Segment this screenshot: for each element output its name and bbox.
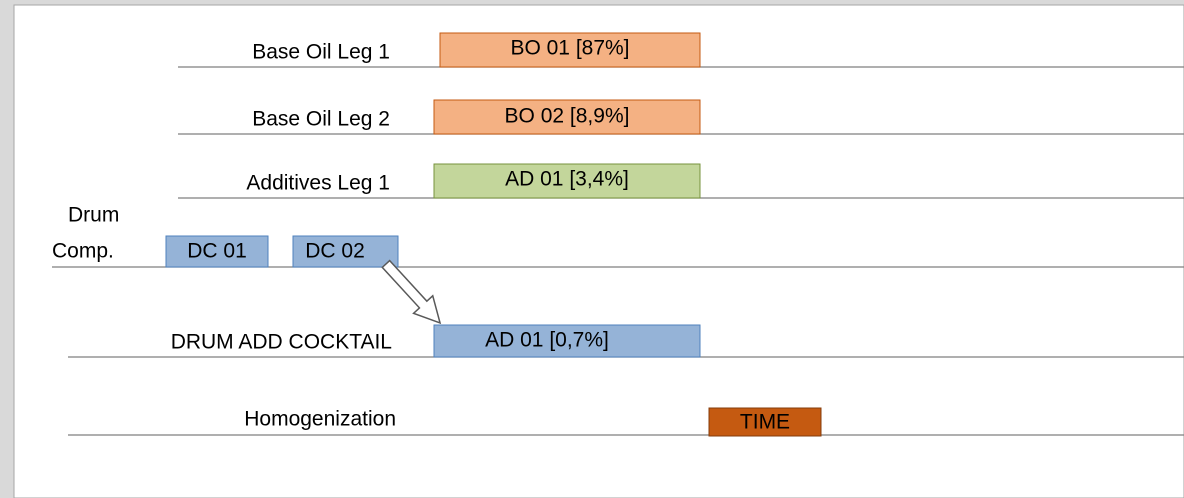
arrow [381, 259, 442, 325]
block [433, 99, 701, 135]
block [433, 324, 701, 358]
row-label: Base Oil Leg 1 [252, 41, 390, 64]
row-label: Additives Leg 1 [246, 172, 390, 195]
block-label: AD 01 [0,7%] [485, 329, 609, 352]
block [165, 235, 269, 268]
block-label: BO 01 [87%] [510, 37, 629, 60]
block-label: DC 02 [305, 240, 365, 263]
block [439, 32, 701, 68]
block-label: BO 02 [8,9%] [505, 105, 630, 128]
row-label: DRUM ADD COCKTAIL [171, 331, 392, 354]
block-label: AD 01 [3,4%] [505, 168, 629, 191]
row-label: Base Oil Leg 2 [252, 108, 390, 131]
block-label: TIME [740, 411, 790, 434]
block [292, 235, 399, 268]
block [708, 407, 822, 437]
row-label: Comp. [52, 240, 114, 263]
block-label: DC 01 [187, 240, 247, 263]
row-label: Homogenization [244, 408, 396, 431]
row-label: Drum [68, 204, 119, 227]
block [433, 163, 701, 199]
